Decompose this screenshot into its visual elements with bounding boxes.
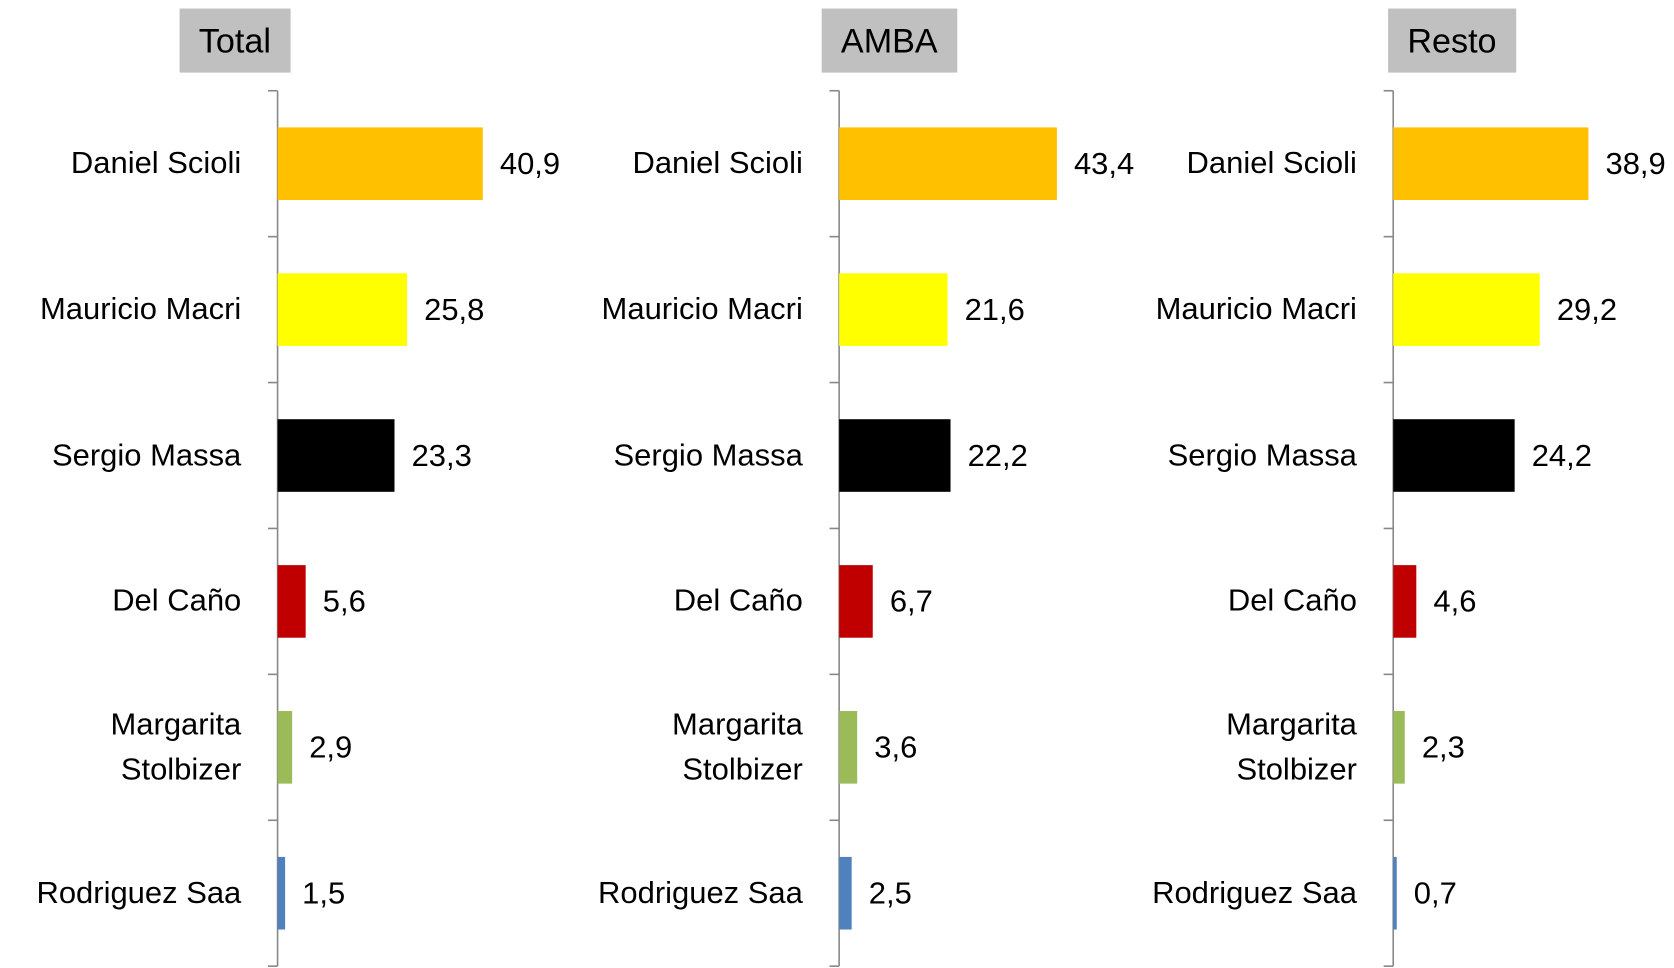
value-label: 21,6: [965, 292, 1025, 327]
value-label: 0,7: [1414, 876, 1457, 911]
category-label: Mauricio Macri: [40, 292, 242, 327]
category-label: Margarita Stolbizer: [1226, 707, 1357, 787]
category-label: Margarita Stolbizer: [672, 707, 803, 787]
value-label: 5,6: [323, 584, 366, 619]
category-label: Del Caño: [673, 584, 803, 619]
bar: [839, 419, 951, 492]
value-label: 2,9: [309, 730, 352, 765]
category-label: Del Caño: [1227, 584, 1357, 619]
category-label: Rodriguez Saa: [1152, 876, 1357, 911]
category-label: Sergio Massa: [1167, 438, 1357, 473]
bar: [277, 273, 408, 346]
bar: [1393, 419, 1515, 492]
value-label: 1,5: [302, 876, 345, 911]
chart-title: Total: [179, 8, 291, 73]
bar: [1393, 856, 1397, 930]
category-label: Mauricio Macri: [1155, 292, 1357, 327]
category-label: Del Caño: [112, 584, 242, 619]
value-label: 4,6: [1433, 584, 1476, 619]
value-label: 6,7: [890, 584, 933, 619]
value-label: 23,3: [412, 438, 472, 473]
value-label: 29,2: [1557, 292, 1617, 327]
bar: [277, 419, 395, 492]
category-label: Rodriguez Saa: [36, 876, 242, 911]
value-label: 40,9: [500, 146, 560, 181]
bar: [1393, 711, 1405, 784]
bar: [1393, 127, 1589, 200]
bar: [839, 565, 873, 638]
value-label: 22,2: [968, 438, 1028, 473]
category-label: Margarita Stolbizer: [110, 707, 242, 787]
category-label: Rodriguez Saa: [598, 876, 803, 911]
category-label: Daniel Scioli: [632, 146, 803, 181]
bar: [277, 711, 293, 784]
bar: [1393, 565, 1417, 638]
category-label: Sergio Massa: [51, 438, 242, 473]
bar: [277, 856, 286, 930]
bar: [839, 856, 852, 930]
category-label: Mauricio Macri: [601, 292, 803, 327]
bar: [839, 711, 858, 784]
value-label: 24,2: [1532, 438, 1592, 473]
bar: [277, 565, 306, 638]
chart-title: Resto: [1388, 8, 1516, 73]
value-label: 2,5: [869, 876, 912, 911]
category-label: Daniel Scioli: [70, 146, 242, 181]
category-label: Daniel Scioli: [1186, 146, 1357, 181]
value-label: 2,3: [1422, 730, 1465, 765]
bar: [1393, 273, 1540, 346]
value-label: 38,9: [1605, 146, 1665, 181]
bar: [839, 273, 948, 346]
value-label: 25,8: [424, 292, 484, 327]
chart-title: AMBA: [821, 8, 957, 73]
value-label: 3,6: [874, 730, 917, 765]
category-label: Sergio Massa: [613, 438, 803, 473]
bar: [277, 127, 483, 200]
value-label: 43,4: [1074, 146, 1134, 181]
bar: [839, 127, 1057, 200]
